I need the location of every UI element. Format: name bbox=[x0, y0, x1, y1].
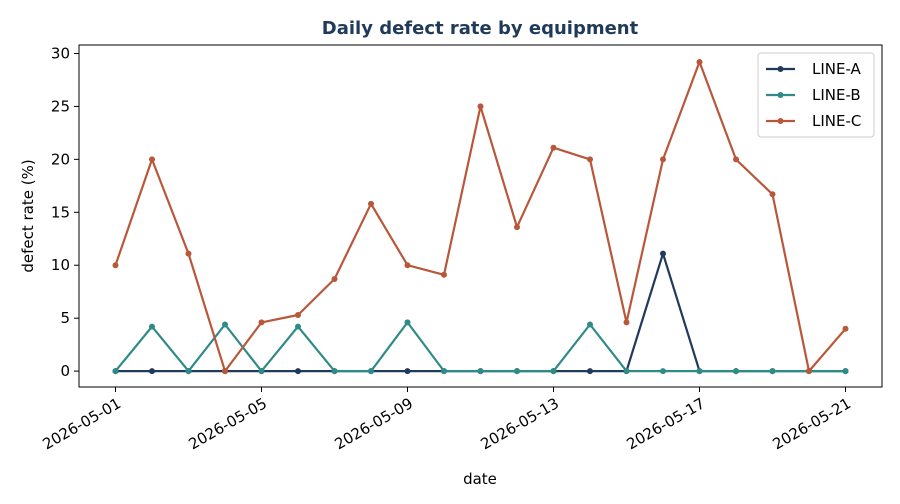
x-tick-label: 2026-05-09 bbox=[331, 394, 416, 453]
data-point bbox=[623, 319, 630, 326]
legend: LINE-A LINE-B LINE-C bbox=[757, 52, 875, 138]
series-line bbox=[114, 321, 846, 373]
data-point bbox=[477, 103, 484, 110]
data-point bbox=[295, 368, 301, 375]
x-axis-label: date bbox=[463, 470, 497, 488]
data-point bbox=[733, 156, 739, 163]
chart-title: Daily defect rate by equipment bbox=[322, 18, 639, 39]
data-point bbox=[295, 312, 301, 318]
data-point bbox=[222, 368, 228, 375]
legend-label: LINE-A bbox=[812, 60, 862, 78]
data-point bbox=[149, 368, 155, 375]
y-axis-label: defect rate (%) bbox=[19, 159, 37, 272]
legend-label: LINE-B bbox=[812, 86, 861, 104]
y-tick-label: 15 bbox=[51, 203, 70, 221]
data-point bbox=[295, 323, 301, 330]
x-tick-label: 2026-05-21 bbox=[769, 394, 854, 453]
data-point bbox=[660, 156, 666, 163]
series-line bbox=[115, 252, 846, 373]
data-point bbox=[149, 323, 155, 330]
y-tick-label: 20 bbox=[51, 150, 70, 168]
data-point bbox=[660, 368, 666, 375]
y-tick-label: 25 bbox=[51, 97, 70, 115]
data-point bbox=[550, 144, 557, 151]
data-point bbox=[331, 368, 338, 375]
legend-marker bbox=[777, 118, 784, 124]
data-point bbox=[331, 276, 338, 282]
data-point bbox=[842, 368, 849, 375]
data-point bbox=[806, 368, 812, 375]
data-point bbox=[623, 368, 630, 375]
series-layer bbox=[112, 58, 849, 375]
data-point bbox=[514, 368, 520, 375]
data-point bbox=[587, 321, 593, 328]
data-point bbox=[149, 156, 155, 163]
data-point bbox=[587, 368, 593, 375]
legend-box bbox=[757, 52, 875, 138]
series-line-a bbox=[112, 250, 849, 375]
legend-marker bbox=[777, 66, 784, 72]
data-point bbox=[769, 191, 776, 198]
data-point bbox=[112, 368, 119, 375]
data-point bbox=[368, 368, 374, 375]
x-tick-label: 2026-05-05 bbox=[185, 394, 270, 453]
legend-label: LINE-C bbox=[812, 112, 861, 130]
data-point bbox=[696, 368, 703, 375]
y-axis: 0 5 10 15 20 25 30 bbox=[51, 44, 79, 380]
x-tick-label: 2026-05-01 bbox=[39, 394, 124, 453]
data-point bbox=[222, 321, 228, 328]
data-point bbox=[550, 368, 557, 375]
y-tick-label: 5 bbox=[60, 309, 70, 327]
data-point bbox=[733, 368, 739, 375]
data-point bbox=[404, 368, 411, 375]
data-point bbox=[477, 368, 484, 375]
data-point bbox=[660, 250, 666, 257]
data-point bbox=[258, 319, 265, 326]
data-point bbox=[185, 368, 192, 375]
x-axis: 2026-05-01 2026-05-05 2026-05-09 2026-05-13… bbox=[39, 387, 854, 453]
data-point bbox=[404, 319, 411, 326]
y-tick-label: 10 bbox=[51, 256, 70, 274]
legend-item: LINE-C bbox=[766, 112, 861, 130]
data-point bbox=[441, 368, 447, 375]
legend-marker bbox=[777, 92, 784, 98]
data-point bbox=[185, 250, 192, 257]
data-point bbox=[258, 368, 265, 375]
legend-item: LINE-A bbox=[766, 60, 862, 78]
data-point bbox=[842, 325, 849, 332]
data-point bbox=[404, 262, 411, 269]
data-point bbox=[769, 368, 776, 375]
y-tick-label: 30 bbox=[51, 44, 70, 62]
plot-frame bbox=[78, 44, 883, 388]
data-point bbox=[112, 262, 119, 269]
x-tick-label: 2026-05-13 bbox=[477, 394, 562, 453]
data-point bbox=[368, 200, 374, 207]
data-point bbox=[696, 58, 703, 65]
series-line-c bbox=[112, 58, 849, 375]
y-tick-label: 0 bbox=[60, 362, 70, 380]
data-point bbox=[587, 156, 593, 163]
legend-item: LINE-B bbox=[766, 86, 861, 104]
data-point bbox=[441, 271, 447, 278]
x-tick-label: 2026-05-17 bbox=[623, 394, 708, 453]
data-point bbox=[514, 224, 520, 231]
